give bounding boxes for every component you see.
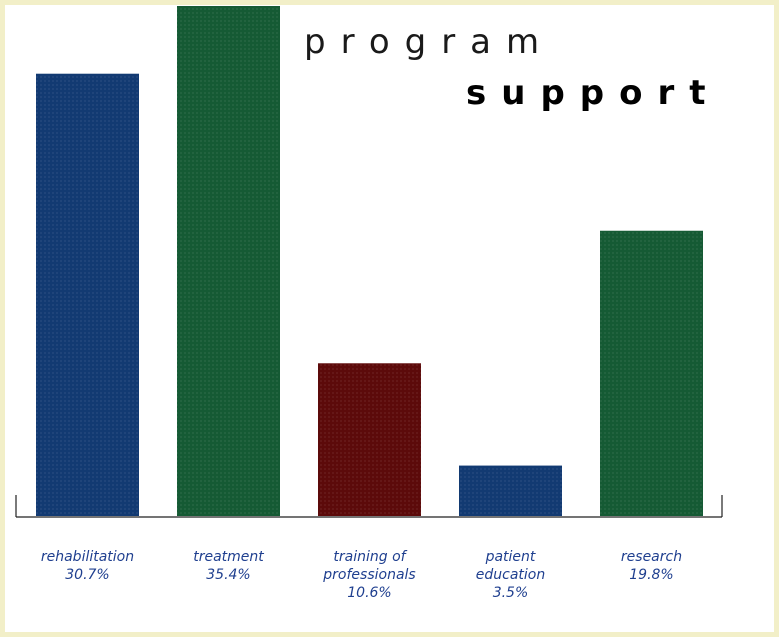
value-label: 10.6% [347, 585, 392, 601]
category-name-line: rehabilitation [40, 549, 135, 565]
category-name-line: patient [485, 549, 536, 565]
bar-texture [177, 6, 280, 516]
chart-title-line-2: support [466, 73, 721, 113]
category-name-line: professionals [323, 567, 416, 583]
category-name-line: research [620, 549, 683, 565]
bar-treatment [177, 6, 280, 516]
bar-texture [600, 230, 703, 516]
value-label: 3.5% [492, 585, 529, 601]
bar-texture [36, 73, 139, 517]
category-label-training-of-professionals: training of professionals 10.6% [298, 548, 441, 602]
chart-title-line-1: program [304, 22, 555, 62]
category-label-rehabilitation: rehabilitation 30.7% [16, 548, 159, 584]
bar-rehabilitation [36, 73, 139, 517]
category-name-line: education [475, 567, 546, 583]
category-name-line: training of [333, 549, 406, 565]
axis-group [15, 495, 723, 518]
category-name-line: treatment [193, 549, 264, 565]
value-label: 30.7% [65, 567, 110, 583]
bar-research [600, 230, 703, 516]
value-label: 35.4% [206, 567, 251, 583]
bars-group [36, 6, 703, 517]
category-label-patient-education: patient education 3.5% [439, 548, 582, 602]
bar-patient-education [459, 465, 562, 516]
bar-texture [459, 465, 562, 516]
bar-texture [318, 363, 421, 516]
value-label: 19.8% [629, 567, 674, 583]
category-label-research: research 19.8% [580, 548, 723, 584]
category-label-treatment: treatment 35.4% [157, 548, 300, 584]
bar-training-of-professionals [318, 363, 421, 516]
